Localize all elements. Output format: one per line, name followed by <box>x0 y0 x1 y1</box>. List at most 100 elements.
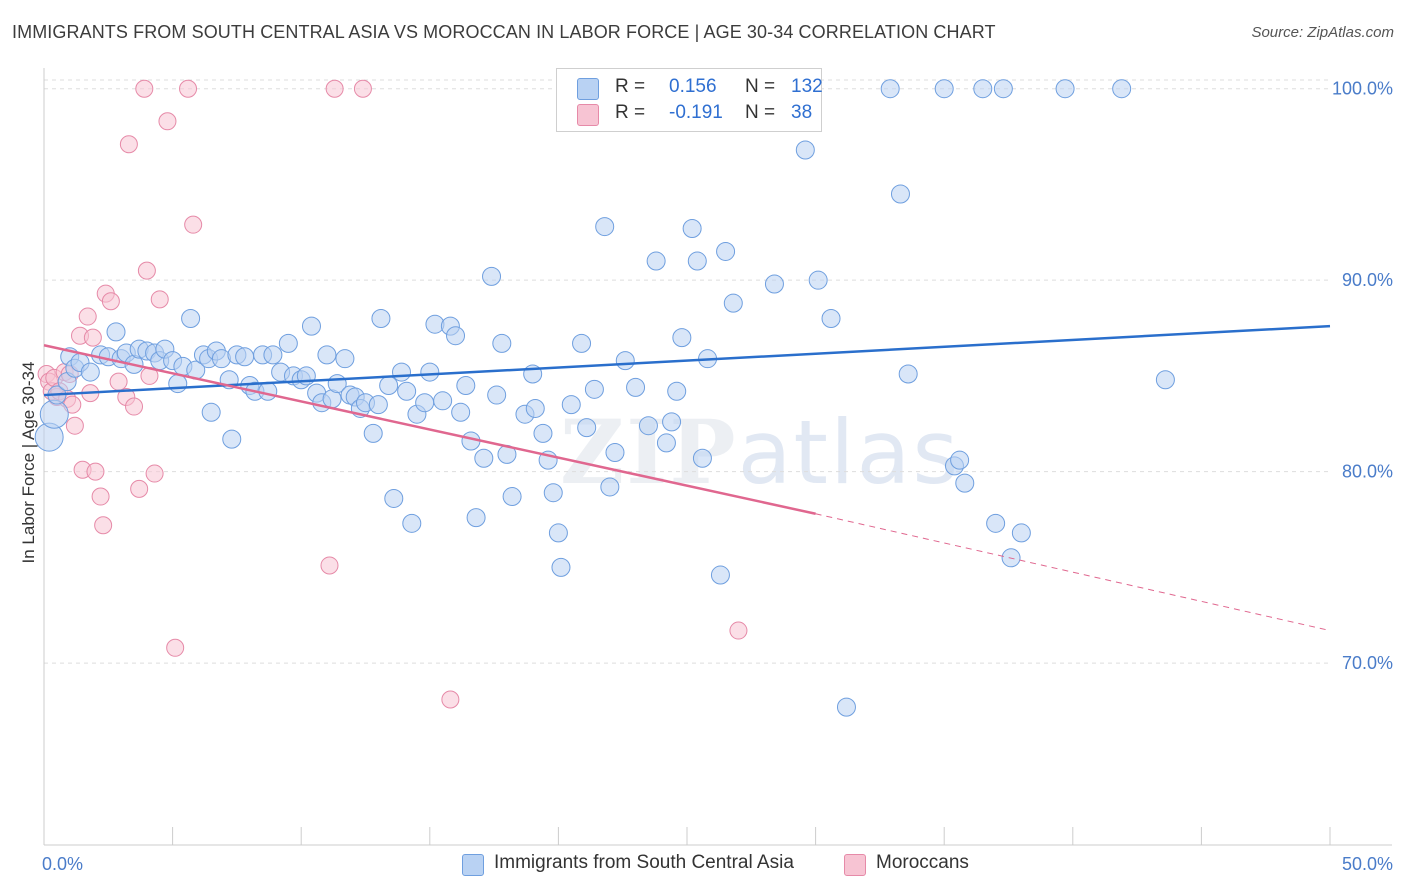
source-credit: Source: ZipAtlas.com <box>1251 24 1394 41</box>
trend-lines <box>43 324 1331 632</box>
data-point-moroccans <box>166 638 185 657</box>
axes <box>43 68 1392 846</box>
data-point-south-central-asia <box>656 433 676 453</box>
data-point-moroccans <box>150 290 169 309</box>
data-point-south-central-asia <box>973 79 993 99</box>
data-point-south-central-asia <box>572 333 592 353</box>
legend-r-value: -0.191 <box>669 102 723 123</box>
data-point-moroccans <box>130 479 149 498</box>
data-point-south-central-asia <box>368 395 388 415</box>
y-tick-label: 80.0% <box>1342 462 1393 482</box>
data-point-south-central-asia <box>716 241 736 261</box>
data-point-moroccans <box>320 556 339 575</box>
data-point-south-central-asia <box>605 443 625 462</box>
data-point-south-central-asia <box>551 557 571 577</box>
moroccans-points <box>37 79 748 709</box>
data-point-south-central-asia <box>222 429 242 449</box>
data-point-south-central-asia <box>235 347 255 367</box>
data-point-moroccans <box>179 79 198 98</box>
data-point-south-central-asia <box>890 184 910 204</box>
data-point-south-central-asia <box>402 513 422 533</box>
data-point-south-central-asia <box>39 399 69 429</box>
data-point-moroccans <box>135 79 154 98</box>
data-point-moroccans <box>729 621 748 640</box>
watermark-atlas: atlas <box>737 401 961 504</box>
data-point-south-central-asia <box>795 140 815 160</box>
legend-n-label: N = <box>745 76 776 97</box>
data-point-south-central-asia <box>446 326 466 346</box>
chart-title: IMMIGRANTS FROM SOUTH CENTRAL ASIA VS MO… <box>12 22 996 42</box>
legend-r-value: 0.156 <box>669 76 717 97</box>
data-point-south-central-asia <box>263 345 283 365</box>
data-point-moroccans <box>94 516 113 535</box>
data-point-south-central-asia <box>335 349 355 369</box>
data-point-south-central-asia <box>168 374 188 394</box>
data-point-south-central-asia <box>880 79 900 99</box>
data-point-south-central-asia <box>626 377 646 397</box>
data-point-south-central-asia <box>466 508 486 528</box>
data-point-south-central-asia <box>898 364 918 384</box>
data-point-moroccans <box>441 690 460 709</box>
data-point-moroccans <box>137 261 156 280</box>
data-point-south-central-asia <box>764 274 784 294</box>
data-point-moroccans <box>145 464 164 483</box>
trend-line-south-central-asia <box>43 324 1331 397</box>
x-tick-label-min: 0.0% <box>42 854 83 874</box>
data-point-south-central-asia <box>379 375 399 395</box>
correlation-legend: R = 0.156 N = 132 R = -0.191 N = 38 <box>556 68 823 132</box>
data-point-south-central-asia <box>672 328 692 348</box>
data-point-south-central-asia <box>420 362 440 382</box>
data-point-south-central-asia <box>723 293 743 313</box>
trend-line-moroccans <box>43 344 816 515</box>
x-tick-label-max: 50.0% <box>1342 854 1393 874</box>
legend-series-name: Moroccans <box>876 852 969 873</box>
data-point-south-central-asia <box>692 448 712 468</box>
legend-series-name: Immigrants from South Central Asia <box>494 852 794 873</box>
trend-line-moroccans-extrapolated <box>815 513 1331 632</box>
data-point-south-central-asia <box>595 217 615 237</box>
data-point-south-central-asia <box>397 381 417 401</box>
data-point-moroccans <box>83 328 102 347</box>
data-point-moroccans <box>78 307 97 326</box>
series-legend: Immigrants from South Central Asia Moroc… <box>0 852 1406 878</box>
data-point-south-central-asia <box>258 381 278 401</box>
legend-swatch-blue <box>577 78 599 100</box>
data-point-south-central-asia <box>667 381 687 401</box>
data-point-moroccans <box>325 79 344 98</box>
data-point-south-central-asia <box>278 333 298 353</box>
data-point-moroccans <box>353 79 372 98</box>
data-point-south-central-asia <box>1011 523 1031 543</box>
data-point-south-central-asia <box>1155 370 1175 390</box>
data-point-moroccans <box>91 487 110 506</box>
data-point-south-central-asia <box>600 477 620 497</box>
legend-r-label: R = <box>615 76 646 97</box>
data-point-south-central-asia <box>181 308 201 328</box>
data-point-south-central-asia <box>993 79 1013 99</box>
data-point-south-central-asia <box>201 402 221 422</box>
data-point-south-central-asia <box>492 333 512 353</box>
data-point-moroccans <box>101 292 120 311</box>
data-point-south-central-asia <box>836 697 856 717</box>
data-point-south-central-asia <box>934 79 954 99</box>
legend-r-label: R = <box>615 102 646 123</box>
data-point-south-central-asia <box>638 416 658 436</box>
data-point-moroccans <box>119 135 138 154</box>
data-point-south-central-asia <box>533 423 553 443</box>
data-point-moroccans <box>65 416 84 435</box>
legend-swatch-pink <box>844 854 866 876</box>
legend-n-value: 132 <box>791 76 823 97</box>
y-tick-label: 100.0% <box>1332 79 1393 99</box>
data-point-south-central-asia <box>415 393 435 413</box>
data-point-south-central-asia <box>371 308 391 328</box>
data-point-south-central-asia <box>821 308 841 328</box>
data-point-south-central-asia <box>662 412 682 432</box>
data-point-south-central-asia <box>950 450 970 470</box>
data-point-moroccans <box>86 462 105 481</box>
legend-swatch-pink <box>577 104 599 126</box>
data-point-south-central-asia <box>301 316 321 336</box>
data-point-moroccans <box>184 215 203 234</box>
data-point-south-central-asia <box>80 362 100 382</box>
data-point-south-central-asia <box>615 351 635 371</box>
legend-n-value: 38 <box>791 102 813 123</box>
data-point-south-central-asia <box>451 402 471 422</box>
